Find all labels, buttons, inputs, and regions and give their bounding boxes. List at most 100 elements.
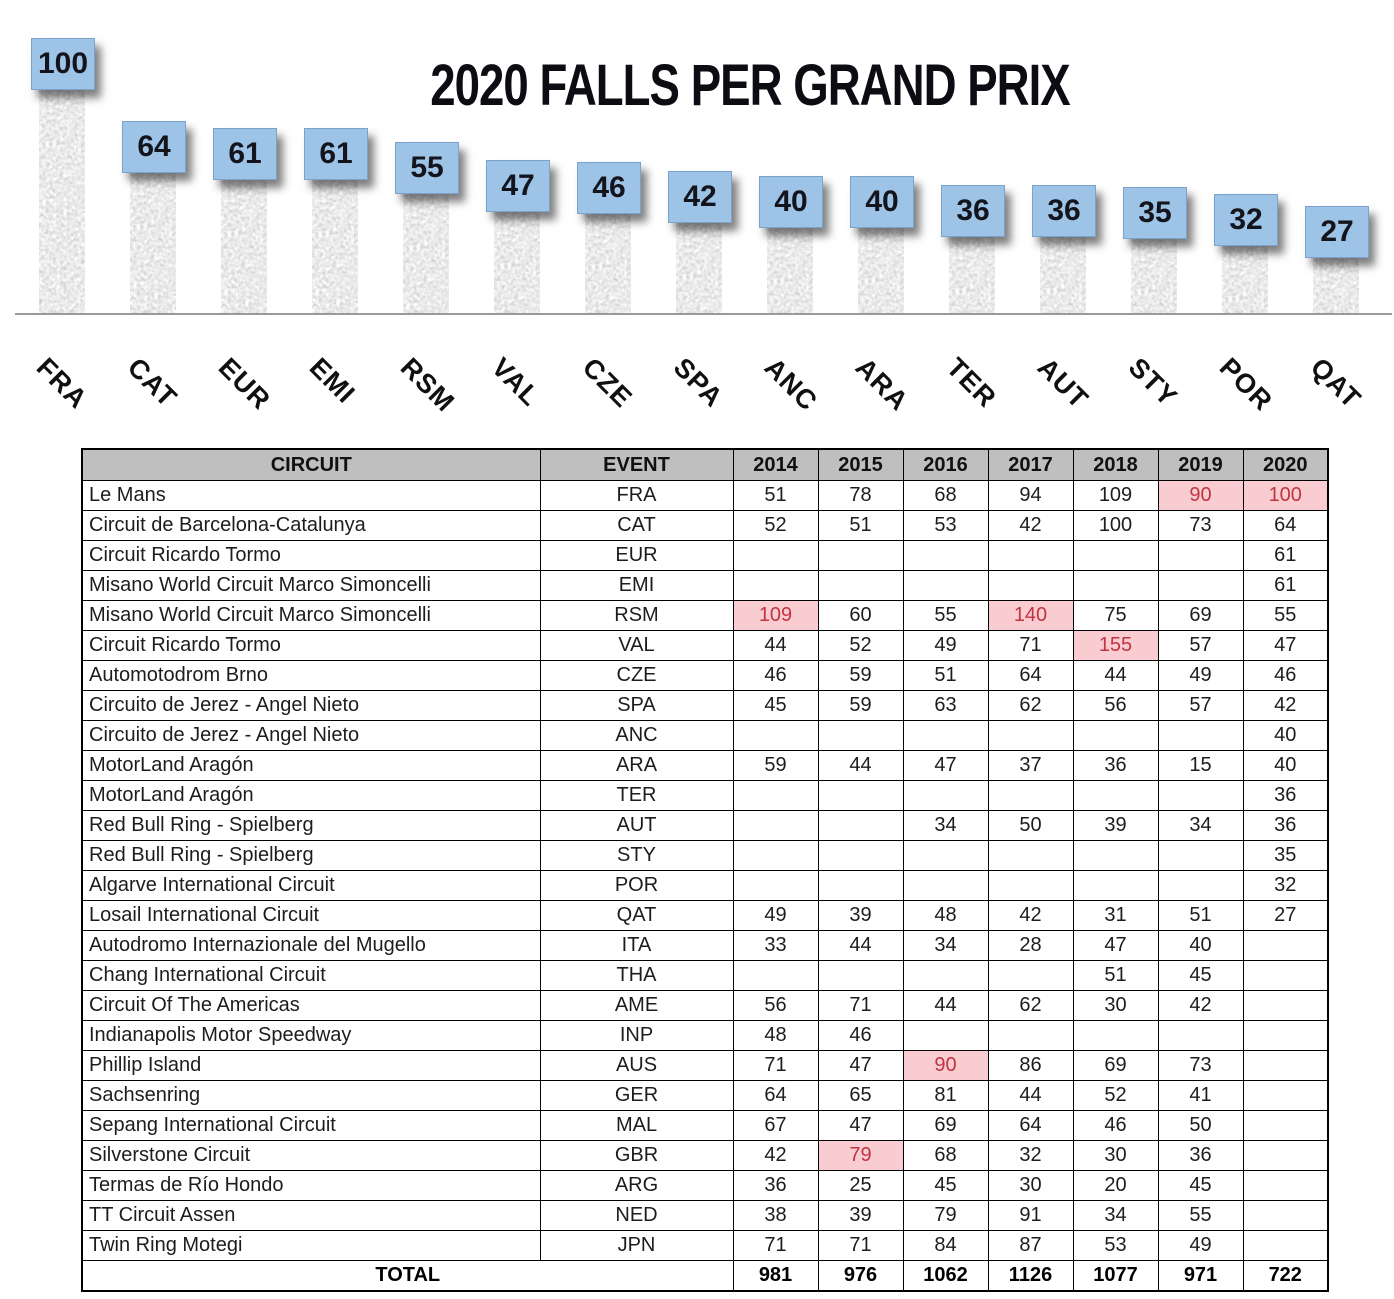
value-cell-2016: 68 [902,1140,989,1171]
value-cell-2015: 71 [817,1230,904,1261]
value-cell-2019: 40 [1157,930,1244,961]
value-cell-2016: 79 [902,1200,989,1231]
event-cell: THA [539,960,734,991]
event-cell: AUS [539,1050,734,1081]
value-cell-2016: 53 [902,510,989,541]
axis-label-spa: SPA [667,352,729,414]
value-cell-2015 [817,810,904,841]
value-cell-2015 [817,720,904,751]
event-cell: INP [539,1020,734,1051]
circuit-cell: Termas de Río Hondo [81,1170,541,1201]
bar-value-label-cze: 46 [577,162,641,214]
axis-label-sty: STY [1122,352,1184,413]
event-cell: NED [539,1200,734,1231]
value-cell-2016: 45 [902,1170,989,1201]
event-cell: CAT [539,510,734,541]
value-cell-2019 [1157,870,1244,901]
bar-spa [676,217,722,314]
value-cell-2015: 47 [817,1050,904,1081]
bar-fra [39,84,85,314]
value-cell-2019: 49 [1157,660,1244,691]
value-cell-2018: 30 [1072,990,1159,1021]
value-cell-2016 [902,870,989,901]
value-cell-2019: 42 [1157,990,1244,1021]
value-cell-2016: 81 [902,1080,989,1111]
circuit-cell: Chang International Circuit [81,960,541,991]
total-value-2014: 981 [732,1260,819,1292]
axis-label-eur: EUR [212,352,277,416]
total-label: TOTAL [81,1260,734,1292]
event-cell: ANC [539,720,734,751]
value-cell-2017 [987,1020,1074,1051]
bar-ara [858,222,904,314]
value-cell-2018: 34 [1072,1200,1159,1231]
bar-cat [130,167,176,314]
value-cell-2018: 109 [1072,480,1159,511]
table-row-ter: MotorLand Aragón TER 36 [81,780,1329,811]
column-header-2018: 2018 [1072,448,1159,481]
value-cell-2015: 44 [817,750,904,781]
value-cell-2015: 78 [817,480,904,511]
value-cell-2014: 38 [732,1200,819,1231]
value-cell-2015: 65 [817,1080,904,1111]
bar-ter [949,231,995,314]
value-cell-2014: 52 [732,510,819,541]
bar-value-label-spa: 42 [668,171,732,223]
value-cell-2018: 51 [1072,960,1159,991]
value-cell-2014: 59 [732,750,819,781]
axis-label-qat: QAT [1304,352,1368,415]
value-cell-2019: 45 [1157,1170,1244,1201]
value-cell-2017: 91 [987,1200,1074,1231]
circuit-cell: Red Bull Ring - Spielberg [81,840,541,871]
value-cell-2020 [1242,1200,1329,1231]
value-cell-2020 [1242,990,1329,1021]
value-cell-2020: 61 [1242,540,1329,571]
column-header-2019: 2019 [1157,448,1244,481]
bar-value-label-anc: 40 [759,176,823,228]
value-cell-2020: 36 [1242,810,1329,841]
total-value-2015: 976 [817,1260,904,1292]
value-cell-2017: 42 [987,510,1074,541]
column-header-2016: 2016 [902,448,989,481]
bar-anc [767,222,813,314]
circuit-cell: Circuit Ricardo Tormo [81,630,541,661]
circuit-cell: Algarve International Circuit [81,870,541,901]
value-cell-2016: 68 [902,480,989,511]
value-cell-2019 [1157,540,1244,571]
bar-sty [1131,233,1177,314]
value-cell-2017 [987,870,1074,901]
value-cell-2015: 60 [817,600,904,631]
value-cell-2019 [1157,840,1244,871]
column-header-2014: 2014 [732,448,819,481]
circuit-cell: Silverstone Circuit [81,1140,541,1171]
value-cell-2018: 46 [1072,1110,1159,1141]
bar-value-label-qat: 27 [1305,206,1369,258]
table-row-rsm: Misano World Circuit Marco Simoncelli RSM… [81,600,1329,631]
circuit-cell: Sepang International Circuit [81,1110,541,1141]
value-cell-2020 [1242,1170,1329,1201]
value-cell-2019: 45 [1157,960,1244,991]
value-cell-2016: 49 [902,630,989,661]
value-cell-2014 [732,540,819,571]
value-cell-2018: 39 [1072,810,1159,841]
value-cell-2020: 47 [1242,630,1329,661]
event-cell: GBR [539,1140,734,1171]
value-cell-2018: 69 [1072,1050,1159,1081]
bar-value-label-ter: 36 [941,185,1005,237]
value-cell-2016 [902,570,989,601]
value-cell-2016: 44 [902,990,989,1021]
event-cell: ARG [539,1170,734,1201]
value-cell-2015: 39 [817,900,904,931]
value-cell-2015: 52 [817,630,904,661]
value-cell-2017: 86 [987,1050,1074,1081]
value-cell-2014 [732,810,819,841]
column-header-2015: 2015 [817,448,904,481]
event-cell: MAL [539,1110,734,1141]
column-header-2017: 2017 [987,448,1074,481]
bar-rsm [403,188,449,314]
value-cell-2020: 35 [1242,840,1329,871]
table-row-arg: Termas de Río Hondo ARG 36 25 45 30 20 45 [81,1170,1329,1201]
value-cell-2018 [1072,1020,1159,1051]
table-row-aut: Red Bull Ring - Spielberg AUT 34 50 39 34 36 [81,810,1329,841]
value-cell-2020: 40 [1242,750,1329,781]
